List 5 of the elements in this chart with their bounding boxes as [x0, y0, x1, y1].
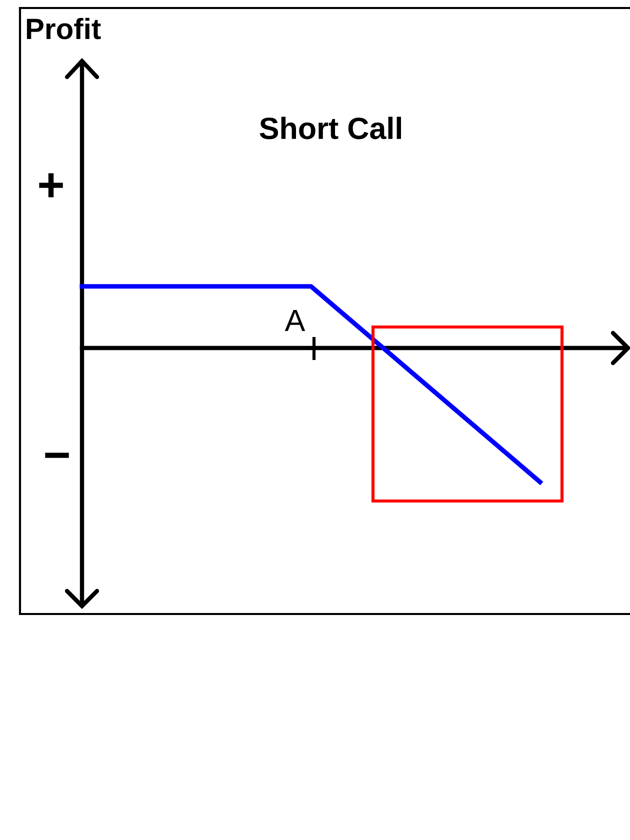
text: + — [39, 173, 63, 198]
chart-title: Short Call — [260, 116, 401, 140]
text: − — [45, 452, 69, 458]
annotation: A — [284, 310, 306, 331]
text: Profit — [26, 18, 101, 40]
